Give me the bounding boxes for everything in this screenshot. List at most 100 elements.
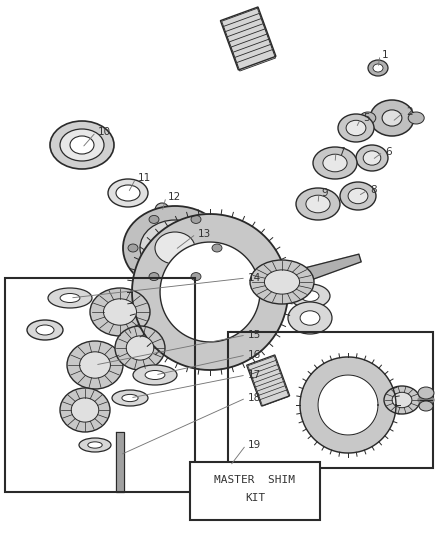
- Bar: [228, 332, 433, 468]
- Ellipse shape: [191, 272, 201, 280]
- Ellipse shape: [265, 270, 300, 294]
- Text: 9: 9: [321, 188, 328, 198]
- Polygon shape: [279, 254, 361, 289]
- Ellipse shape: [71, 398, 99, 422]
- Ellipse shape: [300, 311, 320, 325]
- Polygon shape: [260, 390, 289, 406]
- Ellipse shape: [338, 114, 374, 142]
- Ellipse shape: [370, 100, 414, 136]
- Polygon shape: [160, 242, 260, 342]
- Ellipse shape: [340, 182, 376, 210]
- Ellipse shape: [290, 284, 330, 308]
- Ellipse shape: [133, 365, 177, 385]
- Ellipse shape: [348, 188, 368, 204]
- Ellipse shape: [80, 352, 110, 378]
- Ellipse shape: [306, 195, 330, 213]
- Ellipse shape: [149, 272, 159, 280]
- Text: 10: 10: [98, 127, 111, 137]
- Polygon shape: [231, 34, 270, 55]
- Ellipse shape: [149, 215, 159, 223]
- Polygon shape: [254, 373, 283, 389]
- Ellipse shape: [126, 336, 154, 360]
- Polygon shape: [132, 214, 288, 370]
- Ellipse shape: [48, 288, 92, 308]
- Ellipse shape: [384, 386, 420, 414]
- Polygon shape: [318, 375, 378, 435]
- Polygon shape: [256, 377, 284, 393]
- Ellipse shape: [250, 260, 314, 304]
- Ellipse shape: [191, 215, 201, 223]
- Ellipse shape: [70, 136, 94, 154]
- Polygon shape: [237, 50, 276, 71]
- Polygon shape: [235, 44, 274, 66]
- Text: 1: 1: [382, 50, 389, 60]
- Ellipse shape: [122, 394, 138, 401]
- Ellipse shape: [90, 288, 150, 336]
- Polygon shape: [229, 29, 268, 51]
- Text: MASTER  SHIM: MASTER SHIM: [215, 475, 296, 485]
- Ellipse shape: [155, 232, 195, 264]
- Polygon shape: [259, 386, 287, 402]
- Text: 2: 2: [406, 107, 413, 117]
- Ellipse shape: [363, 151, 381, 165]
- Ellipse shape: [50, 121, 114, 169]
- Ellipse shape: [212, 244, 222, 252]
- Text: 18: 18: [248, 393, 261, 403]
- Ellipse shape: [288, 302, 332, 334]
- Polygon shape: [227, 24, 266, 45]
- Ellipse shape: [301, 290, 319, 301]
- Ellipse shape: [60, 388, 110, 432]
- Ellipse shape: [382, 110, 402, 126]
- Ellipse shape: [116, 185, 140, 201]
- Polygon shape: [248, 356, 277, 373]
- Ellipse shape: [356, 145, 388, 171]
- Ellipse shape: [373, 64, 383, 72]
- Text: 17: 17: [248, 370, 261, 380]
- Ellipse shape: [108, 179, 148, 207]
- Polygon shape: [222, 8, 261, 30]
- Bar: [5, 278, 195, 492]
- Ellipse shape: [346, 120, 366, 136]
- Text: 14: 14: [248, 273, 261, 283]
- Polygon shape: [251, 365, 280, 381]
- Polygon shape: [300, 357, 396, 453]
- Ellipse shape: [60, 129, 104, 161]
- Ellipse shape: [155, 203, 169, 217]
- Text: 19: 19: [248, 440, 261, 450]
- Ellipse shape: [408, 112, 424, 124]
- Ellipse shape: [368, 60, 388, 76]
- Ellipse shape: [103, 299, 137, 325]
- Polygon shape: [226, 19, 264, 40]
- Text: KIT: KIT: [245, 493, 265, 503]
- Polygon shape: [253, 369, 281, 385]
- Ellipse shape: [88, 442, 102, 448]
- Text: 16: 16: [248, 350, 261, 360]
- Polygon shape: [223, 13, 262, 35]
- Ellipse shape: [79, 438, 111, 452]
- Text: 8: 8: [370, 185, 377, 195]
- Ellipse shape: [323, 154, 347, 172]
- Ellipse shape: [128, 244, 138, 252]
- Polygon shape: [257, 382, 286, 398]
- Text: 13: 13: [198, 229, 211, 239]
- Ellipse shape: [67, 341, 123, 389]
- Ellipse shape: [419, 401, 433, 411]
- Ellipse shape: [313, 147, 357, 179]
- Ellipse shape: [418, 387, 434, 399]
- Text: 6: 6: [385, 147, 392, 157]
- Polygon shape: [250, 360, 278, 377]
- Ellipse shape: [392, 392, 412, 408]
- Text: 11: 11: [138, 173, 151, 183]
- Polygon shape: [116, 432, 124, 492]
- Ellipse shape: [123, 206, 227, 290]
- Ellipse shape: [360, 112, 376, 124]
- Text: 15: 15: [248, 330, 261, 340]
- Ellipse shape: [296, 188, 340, 220]
- Text: 12: 12: [168, 192, 181, 202]
- Ellipse shape: [27, 320, 63, 340]
- Ellipse shape: [115, 326, 165, 370]
- Ellipse shape: [60, 294, 80, 303]
- Ellipse shape: [36, 325, 54, 335]
- Polygon shape: [233, 39, 272, 61]
- Text: 7: 7: [338, 147, 345, 157]
